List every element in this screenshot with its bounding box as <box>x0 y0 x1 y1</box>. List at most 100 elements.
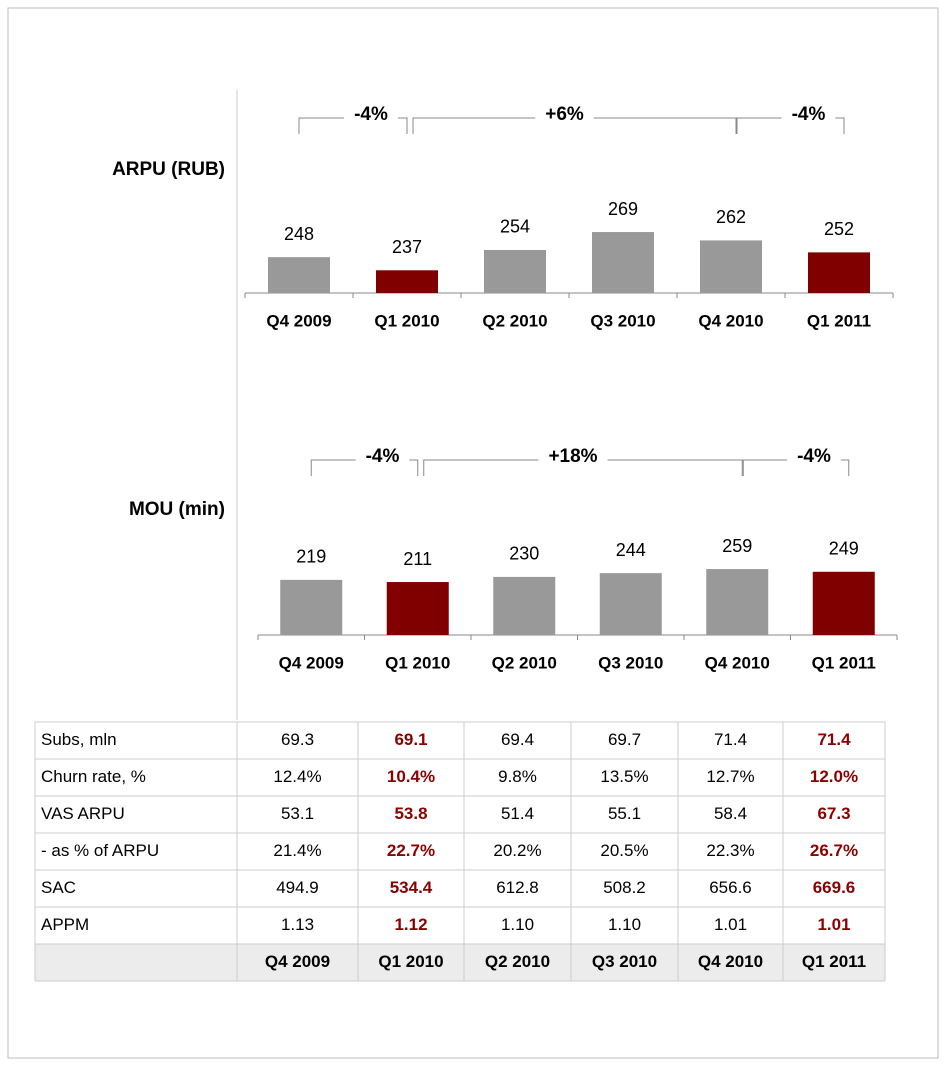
annotation: -4% <box>366 446 400 467</box>
cell: 69.4 <box>501 730 534 749</box>
cell: 12.4% <box>273 767 321 786</box>
row-label: Churn rate, % <box>41 767 146 786</box>
chart-title: MOU (min) <box>129 499 225 520</box>
value-label: 254 <box>500 217 530 237</box>
cell: 20.2% <box>493 841 541 860</box>
row-label: - as % of ARPU <box>41 841 159 860</box>
column-label: Q3 2010 <box>592 952 657 971</box>
cell: 1.13 <box>281 915 314 934</box>
row-label: SAC <box>41 878 76 897</box>
x-tick-label: Q2 2010 <box>482 311 547 330</box>
x-tick-label: Q1 2011 <box>812 653 876 672</box>
value-label: 249 <box>829 539 859 559</box>
bracket <box>412 117 737 134</box>
cell: 669.6 <box>813 878 856 897</box>
cell: 656.6 <box>709 878 752 897</box>
bar <box>706 569 769 635</box>
value-label: 248 <box>284 224 314 244</box>
x-tick-label: Q1 2011 <box>807 311 871 330</box>
bar <box>592 232 654 293</box>
x-tick-label: Q1 2010 <box>374 311 439 330</box>
value-label: 244 <box>616 540 646 560</box>
cell: 13.5% <box>600 767 648 786</box>
bar <box>700 240 762 293</box>
bracket <box>742 459 850 476</box>
cell: 12.7% <box>706 767 754 786</box>
cell: 20.5% <box>600 841 648 860</box>
cell: 1.12 <box>394 915 427 934</box>
cell: 53.8 <box>394 804 427 823</box>
x-tick-label: Q4 2009 <box>266 311 331 330</box>
value-label: 219 <box>296 547 326 567</box>
bar <box>268 257 330 293</box>
cell: 1.01 <box>817 915 850 934</box>
x-tick-label: Q2 2010 <box>492 653 557 672</box>
bar <box>493 576 556 635</box>
cell: 67.3 <box>817 804 850 823</box>
x-tick-label: Q4 2010 <box>698 311 763 330</box>
cell: 9.8% <box>498 767 537 786</box>
bracket <box>310 459 419 476</box>
bar <box>812 571 875 635</box>
cell: 58.4 <box>714 804 747 823</box>
annotation: -4% <box>354 104 388 125</box>
cell: 21.4% <box>273 841 321 860</box>
bar <box>599 573 662 635</box>
cell: 1.10 <box>608 915 641 934</box>
row-label: APPM <box>41 915 89 934</box>
cell: 612.8 <box>496 878 539 897</box>
chart-title: ARPU (RUB) <box>112 159 225 180</box>
cell: 12.0% <box>810 767 858 786</box>
column-label: Q2 2010 <box>485 952 550 971</box>
cell: 10.4% <box>387 767 435 786</box>
cell: 69.1 <box>394 730 427 749</box>
annotation: +18% <box>548 446 597 467</box>
cell: 22.3% <box>706 841 754 860</box>
bar <box>808 252 870 293</box>
column-label: Q4 2010 <box>698 952 763 971</box>
cell: 55.1 <box>608 804 641 823</box>
x-tick-label: Q3 2010 <box>598 653 663 672</box>
cell: 1.10 <box>501 915 534 934</box>
column-label: Q4 2009 <box>265 952 330 971</box>
x-tick-label: Q3 2010 <box>590 311 655 330</box>
annotation: -4% <box>797 446 831 467</box>
x-tick-label: Q1 2010 <box>385 653 450 672</box>
annotation: +6% <box>545 104 584 125</box>
cell: 1.01 <box>714 915 747 934</box>
bracket <box>423 459 743 476</box>
cell: 53.1 <box>281 804 314 823</box>
column-label: Q1 2011 <box>802 952 866 971</box>
cell: 26.7% <box>810 841 858 860</box>
cell: 51.4 <box>501 804 534 823</box>
bar <box>376 270 438 293</box>
table-footer-bg <box>35 944 885 981</box>
value-label: 230 <box>509 544 539 564</box>
annotation: -4% <box>792 104 826 125</box>
cell: 534.4 <box>390 878 433 897</box>
value-label: 211 <box>403 549 432 569</box>
x-tick-label: Q4 2009 <box>279 653 344 672</box>
row-label: VAS ARPU <box>41 804 125 823</box>
value-label: 259 <box>722 536 752 556</box>
cell: 69.7 <box>608 730 641 749</box>
value-label: 237 <box>392 237 422 257</box>
row-label: Subs, mln <box>41 730 117 749</box>
cell: 22.7% <box>387 841 435 860</box>
bracket <box>736 117 845 134</box>
x-tick-label: Q4 2010 <box>705 653 770 672</box>
value-label: 252 <box>824 219 854 239</box>
bracket <box>298 117 408 134</box>
cell: 69.3 <box>281 730 314 749</box>
cell: 71.4 <box>817 730 851 749</box>
value-label: 269 <box>608 199 638 219</box>
cell: 494.9 <box>276 878 319 897</box>
frame <box>7 7 939 1059</box>
bar <box>280 579 343 635</box>
cell: 71.4 <box>714 730 747 749</box>
value-label: 262 <box>716 207 746 227</box>
column-label: Q1 2010 <box>378 952 443 971</box>
bar <box>386 582 449 635</box>
bar <box>484 249 546 293</box>
